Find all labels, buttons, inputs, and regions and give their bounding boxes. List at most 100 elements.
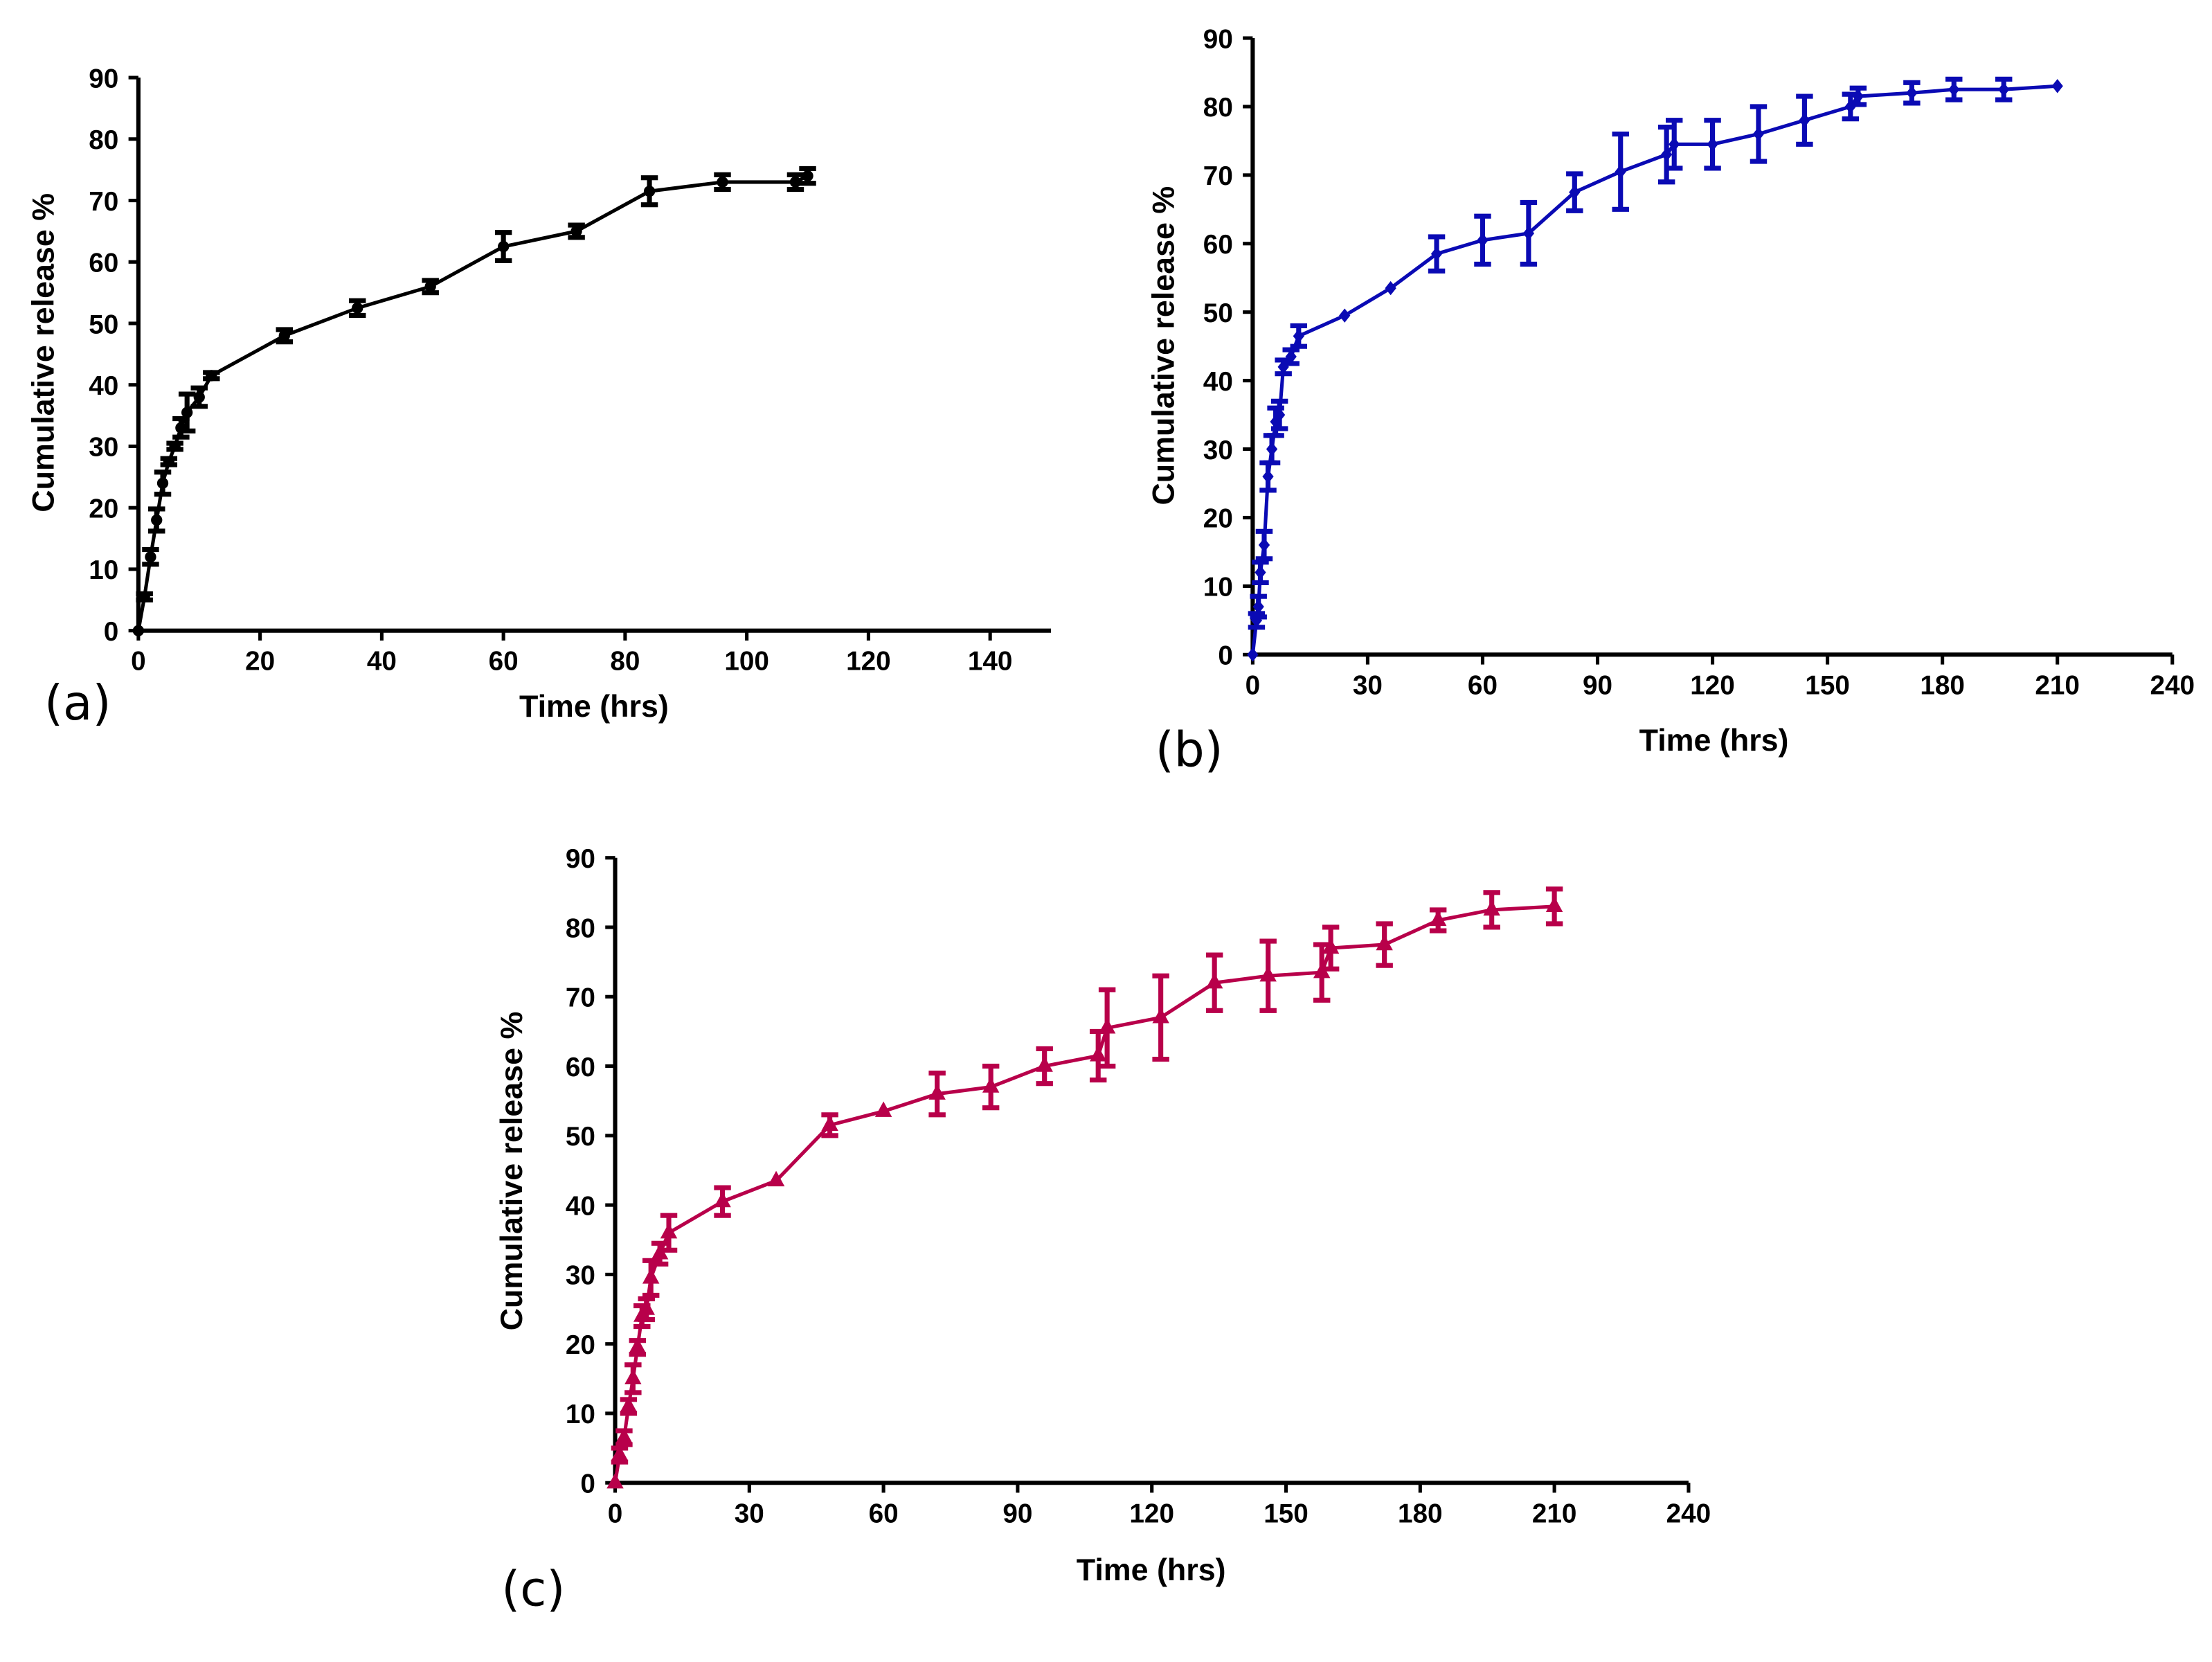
x-tick-label: 150 (1805, 670, 1850, 700)
data-point (660, 1222, 678, 1239)
y-tick-label: 0 (580, 1469, 595, 1499)
data-point (1205, 972, 1223, 989)
data-point (1477, 233, 1489, 248)
data-point (2051, 79, 2063, 93)
data-point (138, 591, 150, 603)
data-point (1545, 896, 1563, 913)
data-point (928, 1084, 946, 1100)
y-tick-label: 40 (89, 371, 118, 401)
data-point (1273, 407, 1286, 422)
x-tick-label: 180 (1920, 670, 1965, 700)
data-point (151, 514, 163, 526)
data-point (615, 1427, 633, 1444)
data-point (767, 1170, 785, 1187)
data-point (1313, 962, 1331, 979)
data-point (1483, 900, 1500, 916)
y-tick-label: 80 (89, 125, 118, 155)
data-point (624, 1368, 642, 1384)
data-point (1998, 82, 2010, 97)
x-tick-label: 210 (2035, 670, 2080, 700)
data-point (1266, 442, 1278, 456)
x-tick-label: 210 (1532, 1499, 1577, 1528)
data-point (1707, 137, 1718, 152)
data-point (1430, 247, 1443, 261)
y-tick-label: 80 (566, 913, 595, 943)
y-axis-label: Cumulative release % (26, 193, 61, 512)
x-tick-label: 60 (1468, 670, 1498, 700)
panel-label: (a) (44, 676, 111, 731)
y-tick-label: 20 (89, 494, 118, 524)
y-tick-label: 40 (566, 1191, 595, 1221)
chart-a: 0 20 40 60 80 100 120 140 0 10 20 30 40 50 60 70 80 90 Tim… (26, 64, 1052, 731)
data-point (1285, 349, 1297, 364)
y-tick-label: 70 (89, 187, 118, 217)
data-point (193, 391, 205, 403)
x-tick-label: 0 (1246, 670, 1261, 700)
data-point (1089, 1046, 1107, 1062)
data-point (1255, 565, 1266, 580)
y-tick-label: 10 (89, 555, 118, 585)
data-point (821, 1115, 838, 1131)
data-point (1098, 1018, 1116, 1034)
y-tick-label: 90 (566, 844, 595, 874)
x-tick-label: 30 (1353, 670, 1383, 700)
y-tick-label: 20 (1203, 504, 1233, 534)
y-tick-label: 50 (566, 1122, 595, 1152)
y-tick-label: 90 (1203, 24, 1233, 54)
data-point (1258, 537, 1270, 553)
data-point (1322, 938, 1340, 954)
data-point (1852, 89, 1864, 104)
data-point (1376, 934, 1393, 951)
x-tick-label: 90 (1583, 670, 1612, 700)
data-point (1262, 469, 1274, 484)
data-point (497, 240, 510, 253)
x-tick-label: 140 (968, 647, 1013, 677)
y-tick-label: 0 (104, 617, 119, 647)
data-point (570, 225, 582, 238)
x-tick-label: 150 (1264, 1499, 1309, 1528)
data-point (1660, 147, 1673, 162)
data-point (156, 477, 169, 489)
series-line (1250, 84, 2058, 655)
x-axis-label: Time (hrs) (1639, 723, 1789, 758)
x-tick-label: 180 (1398, 1499, 1443, 1528)
y-axis-label: Cumulative release % (1146, 186, 1180, 506)
data-point (1669, 137, 1680, 152)
x-tick-label: 240 (2150, 670, 2195, 700)
data-point (145, 551, 156, 563)
data-point (1799, 113, 1810, 127)
data-point (642, 1268, 660, 1284)
data-point (789, 176, 802, 188)
data-point (1247, 647, 1259, 662)
y-tick-label: 30 (566, 1261, 595, 1291)
data-point (1293, 329, 1304, 343)
data-point (982, 1077, 1000, 1093)
data-point (717, 176, 728, 188)
y-tick-label: 60 (566, 1053, 595, 1082)
data-point (206, 370, 217, 382)
x-axis-label: Time (hrs) (1077, 1553, 1226, 1587)
x-tick-label: 40 (367, 647, 397, 677)
data-point (651, 1244, 669, 1260)
data-point (620, 1396, 638, 1413)
data-point (181, 406, 193, 418)
y-tick-label: 60 (89, 249, 118, 278)
x-tick-label: 20 (245, 647, 275, 677)
data-point (1036, 1056, 1053, 1072)
y-tick-label: 80 (1203, 93, 1233, 123)
chart-c: 0 30 60 90 120 150 180 210 240 0 10 20 30 40 50 60 70 80 9… (494, 844, 1711, 1618)
data-point (643, 186, 656, 197)
data-point (352, 302, 363, 314)
data-point (1152, 1008, 1169, 1024)
data-point (132, 625, 145, 636)
y-tick-label: 70 (1203, 161, 1233, 191)
data-point (638, 1299, 655, 1315)
series-line (613, 904, 1555, 1483)
y-tick-label: 20 (566, 1330, 595, 1360)
x-tick-label: 0 (608, 1499, 623, 1528)
x-tick-label: 120 (846, 647, 891, 677)
y-tick-label: 10 (1203, 573, 1233, 602)
data-point (606, 1472, 624, 1489)
data-point (1906, 85, 1918, 100)
x-tick-label: 240 (1666, 1499, 1711, 1528)
